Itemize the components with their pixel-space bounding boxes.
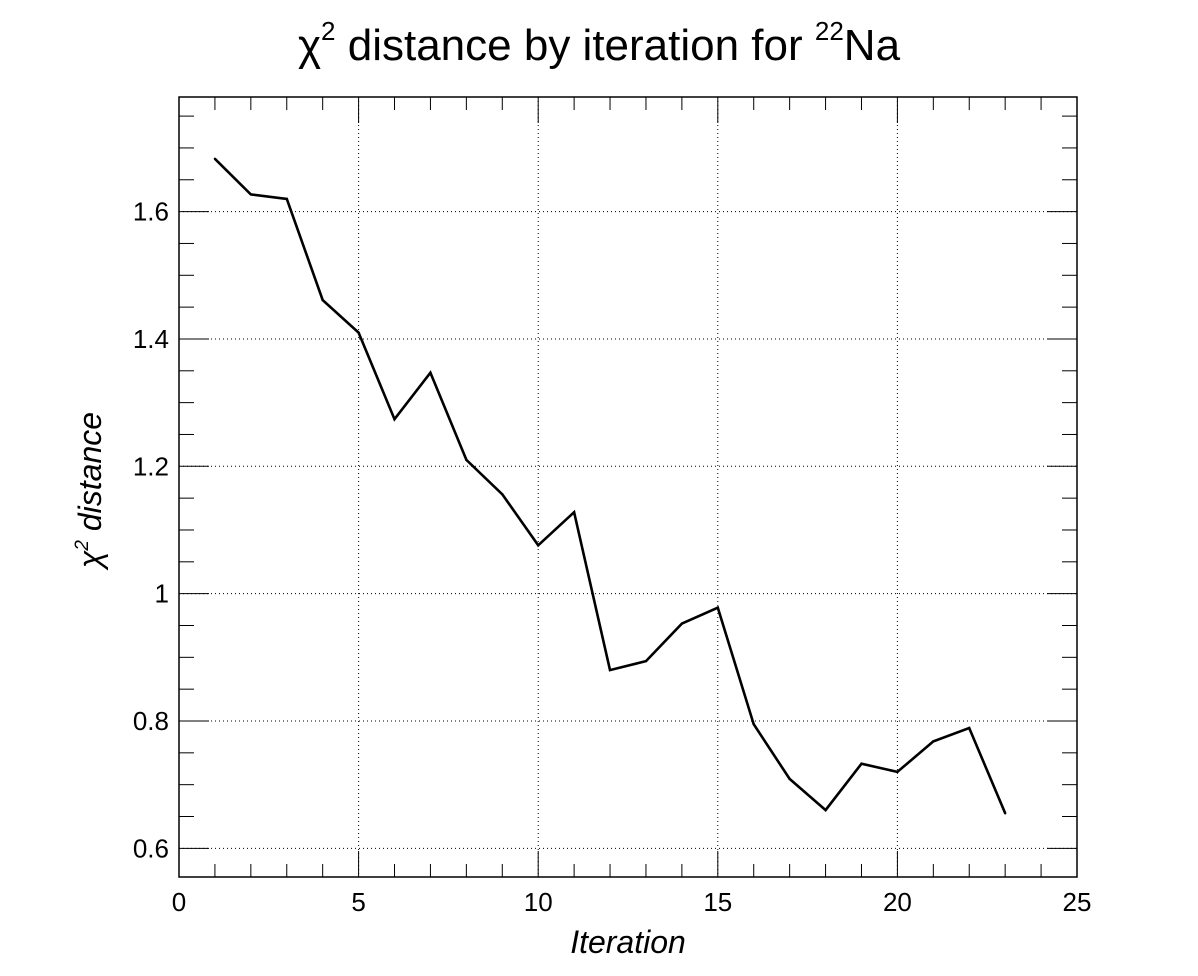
data-point [465, 458, 468, 462]
data-point [644, 659, 648, 663]
data-point [285, 197, 288, 201]
y-tick-label: 1.6 [133, 197, 169, 227]
y-tick-label: 1 [155, 579, 169, 609]
y-tick-label: 0.8 [133, 706, 169, 736]
series-layer [213, 157, 1007, 815]
data-point [357, 331, 360, 334]
data-point [932, 740, 935, 743]
data-point [788, 777, 791, 781]
data-point [501, 493, 504, 496]
chart-title: χ2 distance by iteration for 22Na [298, 16, 901, 70]
y-tick-label: 1.4 [133, 324, 169, 354]
data-point [716, 606, 719, 609]
x-tick-label: 0 [172, 887, 186, 917]
data-point [429, 371, 432, 374]
data-point [968, 726, 971, 730]
data-point [896, 770, 899, 774]
data-point [752, 722, 755, 726]
x-tick-label: 5 [351, 887, 365, 917]
data-point [249, 193, 253, 196]
x-tick-label: 10 [524, 887, 553, 917]
x-tick-label: 20 [883, 887, 912, 917]
data-point [824, 808, 827, 812]
data-point [572, 510, 576, 514]
axis-ticks [178, 97, 1078, 877]
data-point [860, 762, 863, 765]
data-point [393, 417, 396, 421]
x-tick-label: 15 [703, 887, 732, 917]
data-point [680, 622, 684, 625]
data-point [608, 668, 612, 672]
x-axis-label: Iteration [570, 924, 686, 960]
x-tick-label: 25 [1063, 887, 1092, 917]
grid [179, 97, 1077, 877]
data-point [321, 298, 324, 302]
y-axis-label: χ2 distance [72, 412, 108, 571]
y-tick-label: 0.6 [133, 833, 169, 863]
data-point [1003, 812, 1007, 815]
data-point [213, 157, 217, 160]
y-tick-labels: 0.6 0.8 1 1.2 1.4 1.6 [133, 197, 169, 864]
x-tick-labels: 0 5 10 15 20 25 [172, 887, 1092, 917]
plot-frame [178, 96, 1078, 878]
data-point [537, 544, 540, 547]
y-tick-label: 1.2 [133, 451, 169, 481]
